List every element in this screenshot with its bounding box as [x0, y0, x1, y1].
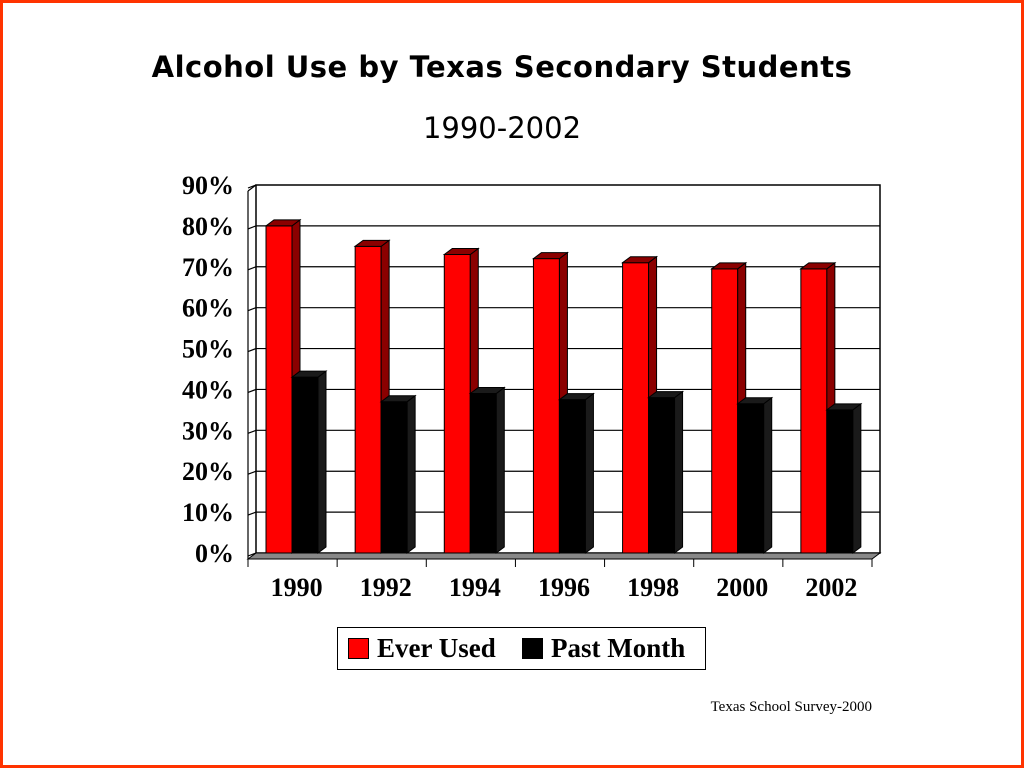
bar-side	[584, 392, 594, 554]
bar	[380, 401, 408, 554]
bar-side	[763, 396, 773, 554]
y-tick-label: 60%	[182, 294, 234, 323]
y-tick	[247, 470, 257, 475]
bar-top	[442, 248, 480, 256]
bar-side	[852, 402, 862, 554]
y-tick	[247, 266, 257, 271]
legend-swatch-ever-used	[348, 638, 369, 659]
bar	[711, 268, 739, 554]
x-tick-label: 1992	[360, 573, 412, 602]
bar	[469, 393, 497, 554]
bar-top	[621, 256, 659, 264]
y-tick-label: 70%	[182, 253, 234, 282]
legend-item-past-month: Past Month	[522, 628, 685, 669]
bar-side	[317, 370, 327, 554]
bar	[648, 397, 676, 554]
x-tick-label: 2002	[805, 573, 857, 602]
bar	[558, 399, 586, 554]
bar-side	[674, 390, 684, 554]
bar	[800, 268, 828, 554]
bar-top	[290, 370, 328, 378]
x-tick-label: 2000	[716, 573, 768, 602]
chart-title: Alcohol Use by Texas Secondary Students	[151, 50, 853, 84]
chart-floor	[246, 552, 882, 560]
y-tick-label: 30%	[182, 416, 234, 445]
y-tick	[247, 225, 257, 230]
y-tick-label: 50%	[182, 335, 234, 364]
legend: Ever Used Past Month	[337, 627, 706, 670]
bar	[443, 254, 471, 554]
bar	[622, 262, 650, 554]
legend-swatch-past-month	[522, 638, 543, 659]
bar	[354, 245, 382, 554]
bar-top	[710, 262, 748, 270]
bars	[264, 218, 863, 554]
bar-top	[557, 393, 595, 401]
y-tick	[247, 511, 257, 516]
y-tick	[247, 552, 257, 557]
bar-top	[353, 239, 391, 247]
bar-side	[495, 386, 505, 554]
y-tick-label: 90%	[182, 171, 234, 200]
legend-label-ever-used: Ever Used	[377, 633, 496, 663]
y-axis-depth	[247, 184, 257, 192]
bar-side	[406, 394, 416, 554]
y-tick-label: 20%	[182, 457, 234, 486]
bar-top	[799, 262, 837, 270]
bar	[532, 258, 560, 554]
x-tick-label: 1990	[271, 573, 323, 602]
x-tick-label: 1994	[449, 573, 501, 602]
y-tick	[247, 388, 257, 394]
y-tick-label: 80%	[182, 212, 234, 241]
bar	[291, 376, 319, 554]
floor-surface	[246, 552, 882, 560]
bar-top	[825, 403, 863, 411]
bar-top	[468, 387, 506, 395]
y-tick	[247, 307, 257, 312]
chart-subtitle: 1990-2002	[422, 111, 582, 145]
y-tick	[247, 347, 257, 353]
x-tick-label: 1996	[538, 573, 590, 602]
x-axis: 1990 1992 1994 1996 1998 2000 2002	[247, 559, 873, 602]
bar-top	[264, 219, 302, 227]
bar	[265, 225, 293, 554]
bar-top	[379, 395, 417, 403]
legend-label-past-month: Past Month	[551, 633, 686, 663]
legend-item-ever-used: Ever Used	[348, 628, 496, 669]
y-axis: 0% 10% 20% 30% 40% 50% 60% 70% 80% 90%	[182, 171, 257, 568]
bar	[737, 403, 765, 554]
bar	[826, 409, 854, 554]
y-tick-label: 0%	[195, 539, 234, 568]
bar-top	[531, 252, 569, 260]
x-tick-label: 1998	[627, 573, 679, 602]
source-note: Texas School Survey-2000	[710, 699, 872, 715]
y-tick-label: 40%	[182, 375, 234, 404]
bar-top	[736, 397, 774, 405]
y-tick	[247, 429, 257, 434]
bar-top	[647, 391, 685, 399]
y-tick-label: 10%	[182, 498, 234, 527]
